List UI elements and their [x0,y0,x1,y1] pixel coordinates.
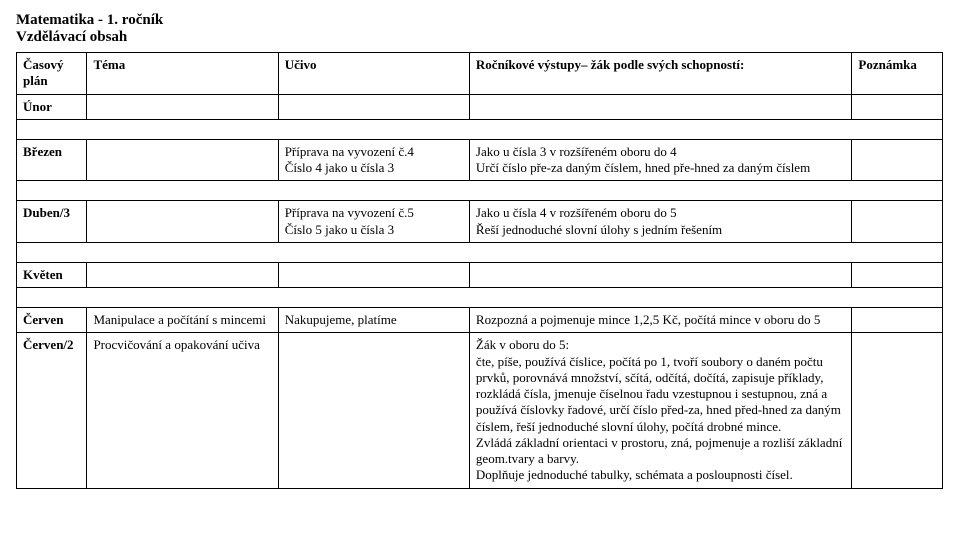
vystupy-cell [469,262,851,287]
table-header-row: Časový plán Téma Učivo Ročníkové výstupy… [17,53,943,95]
table-row: Duben/3 Příprava na vyvození č.5 Číslo 5… [17,201,943,243]
col-poznamka: Poznámka [852,53,943,95]
table-row: Červen Manipulace a počítání s mincemi N… [17,308,943,333]
ucivo-cell: Příprava na vyvození č.5 Číslo 5 jako u … [278,201,469,243]
month-cell: Únor [17,94,87,119]
table-row: Únor [17,94,943,119]
table-row: Březen Příprava na vyvození č.4 Číslo 4 … [17,139,943,181]
ucivo-cell [278,333,469,488]
col-plan: Časový plán [17,53,87,95]
poznamka-cell [852,139,943,181]
poznamka-cell [852,94,943,119]
ucivo-cell: Nakupujeme, platíme [278,308,469,333]
tema-cell [87,94,278,119]
month-cell: Duben/3 [17,201,87,243]
table-row: Červen/2 Procvičování a opakování učiva … [17,333,943,488]
col-vystupy: Ročníkové výstupy– žák podle svých schop… [469,53,851,95]
vystupy-cell: Žák v oboru do 5: čte, píše, používá čís… [469,333,851,488]
page-title: Matematika - 1. ročník [16,12,943,29]
poznamka-cell [852,201,943,243]
month-cell: Březen [17,139,87,181]
col-tema: Téma [87,53,278,95]
month-cell: Červen/2 [17,333,87,488]
poznamka-cell [852,308,943,333]
poznamka-cell [852,262,943,287]
vystupy-cell: Jako u čísla 4 v rozšířeném oboru do 5 Ř… [469,201,851,243]
poznamka-cell [852,333,943,488]
month-cell: Červen [17,308,87,333]
vystupy-cell: Jako u čísla 3 v rozšířeném oboru do 4 U… [469,139,851,181]
ucivo-cell: Příprava na vyvození č.4 Číslo 4 jako u … [278,139,469,181]
tema-cell [87,201,278,243]
curriculum-table: Časový plán Téma Učivo Ročníkové výstupy… [16,52,943,489]
vystupy-cell [469,94,851,119]
tema-cell [87,139,278,181]
ucivo-cell [278,262,469,287]
tema-cell [87,262,278,287]
table-row: Květen [17,262,943,287]
page-subtitle: Vzdělávací obsah [16,29,943,46]
tema-cell: Procvičování a opakování učiva [87,333,278,488]
tema-cell: Manipulace a počítání s mincemi [87,308,278,333]
col-ucivo: Učivo [278,53,469,95]
vystupy-cell: Rozpozná a pojmenuje mince 1,2,5 Kč, poč… [469,308,851,333]
month-cell: Květen [17,262,87,287]
ucivo-cell [278,94,469,119]
